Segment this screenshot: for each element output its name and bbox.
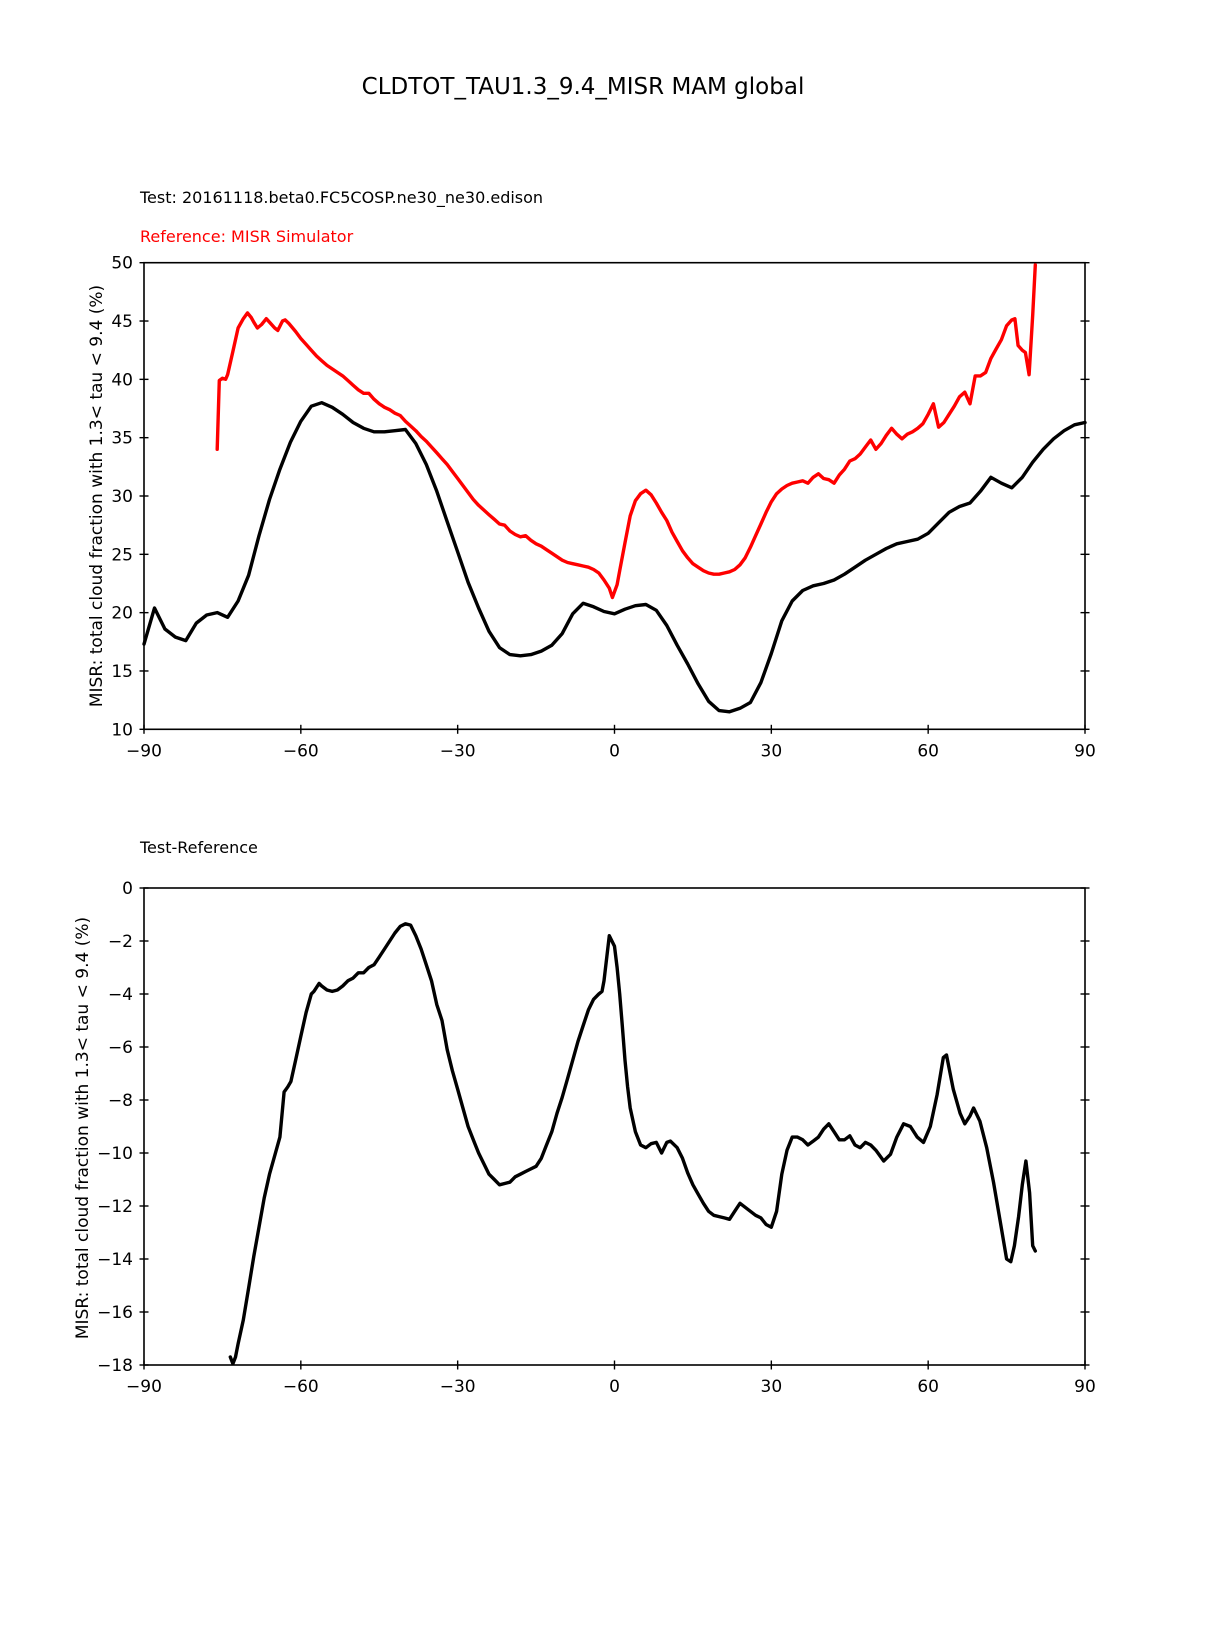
x-tick-label: 0: [609, 741, 620, 761]
x-tick-label: −90: [126, 741, 162, 761]
y-tick-label: 20: [111, 604, 133, 624]
x-tick-label: 30: [761, 741, 783, 761]
test-run-label: Test: 20161118.beta0.FC5COSP.ne30_ne30.e…: [140, 188, 544, 207]
diff-panel-title: Test-Reference: [140, 838, 258, 857]
x-tick-label: 90: [1074, 741, 1096, 761]
y-tick-label: 10: [111, 720, 133, 740]
y-tick-label: 45: [111, 312, 133, 332]
y-tick-label: −10: [97, 1144, 133, 1164]
series-reference: [215, 263, 1038, 600]
y-tick-label: −18: [97, 1356, 133, 1376]
y-tick-label: −16: [97, 1303, 133, 1323]
y-tick-label: −8: [108, 1091, 133, 1111]
x-tick-label: 60: [917, 741, 939, 761]
y-tick-label: 35: [111, 429, 133, 449]
series-diff: [228, 922, 1038, 1366]
y-tick-label: −6: [108, 1038, 133, 1058]
y-tick-label: −14: [97, 1250, 133, 1270]
x-tick-label: −90: [126, 1377, 162, 1397]
plot-frame-1: [143, 261, 1086, 731]
x-tick-label: −60: [283, 741, 319, 761]
y-tick-label: 0: [122, 879, 133, 899]
y-tick-label: −4: [108, 985, 133, 1005]
x-tick-label: −30: [440, 741, 476, 761]
y-tick-label: 15: [111, 662, 133, 682]
y-tick-label: 30: [111, 487, 133, 507]
x-tick-label: −60: [283, 1377, 319, 1397]
series-test: [142, 401, 1087, 714]
x-tick-label: 90: [1074, 1377, 1096, 1397]
x-tick-label: 0: [609, 1377, 620, 1397]
figure-title: CLDTOT_TAU1.3_9.4_MISR MAM global: [361, 74, 805, 100]
y-tick-label: −12: [97, 1197, 133, 1217]
y-tick-label: 40: [111, 370, 133, 390]
y-tick-label: 50: [111, 254, 133, 274]
y-tick-label: 25: [111, 545, 133, 565]
x-tick-label: −30: [440, 1377, 476, 1397]
y-tick-label: −2: [108, 932, 133, 952]
x-tick-label: 30: [761, 1377, 783, 1397]
x-tick-label: 60: [917, 1377, 939, 1397]
reference-simulator-label: Reference: MISR Simulator: [140, 227, 354, 246]
